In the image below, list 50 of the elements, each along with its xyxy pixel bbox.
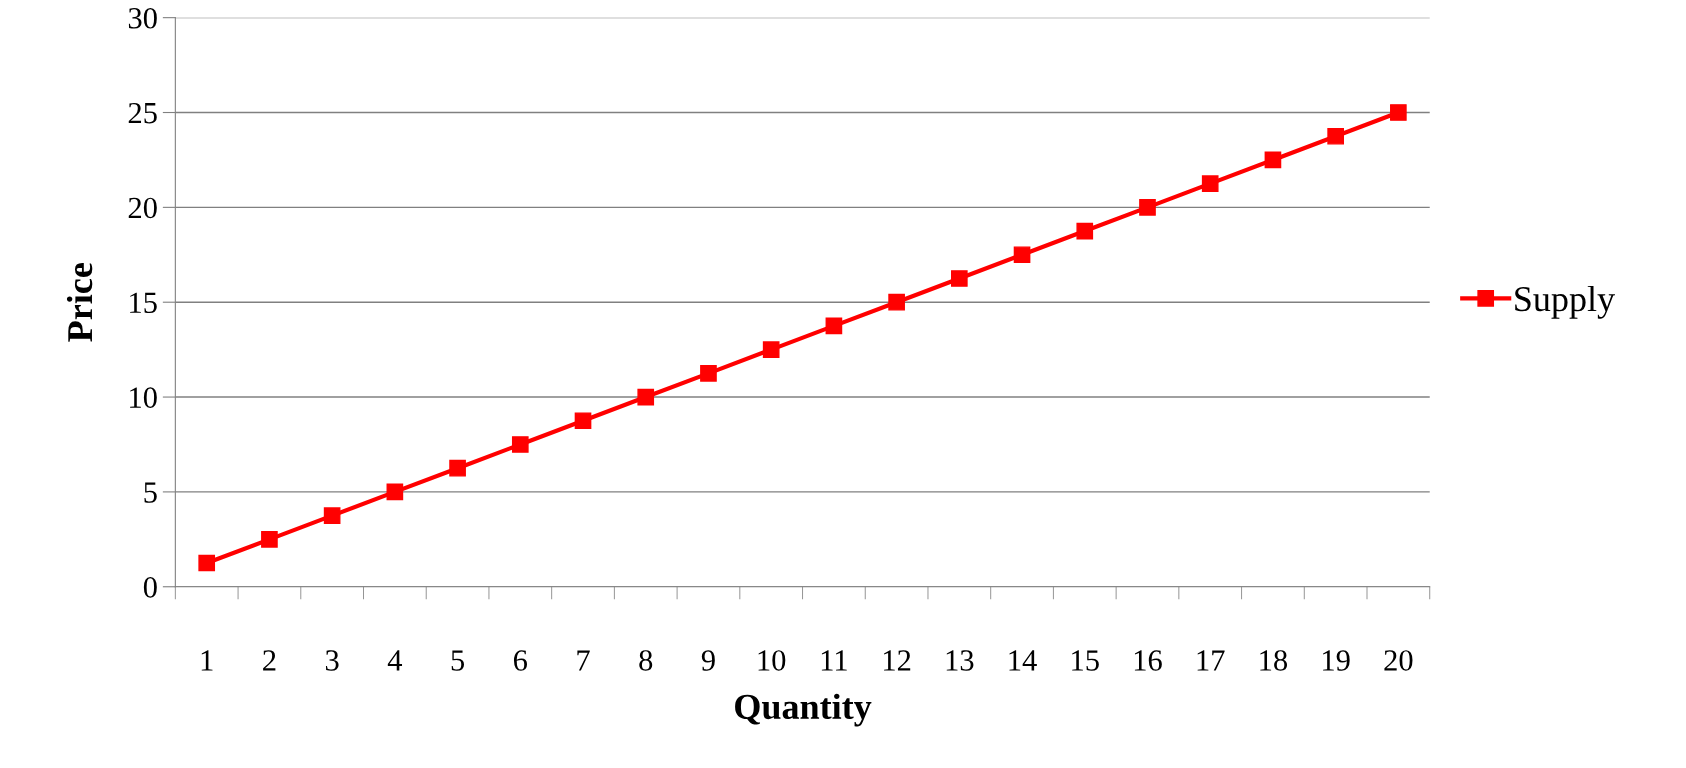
y-tick-label: 30: [128, 7, 157, 29]
x-axis-title: Quantity: [735, 693, 872, 727]
y-tick-label: 25: [128, 102, 157, 124]
point: [1327, 127, 1344, 145]
y-axis-title: Price: [66, 263, 93, 342]
point: [888, 293, 905, 311]
x-tick-label: 19: [1323, 650, 1350, 671]
x-tick-label: 10: [758, 650, 786, 671]
point: [261, 530, 278, 548]
point: [700, 365, 717, 382]
point: [1390, 104, 1407, 121]
point: [1076, 222, 1094, 240]
x-tick-label: 11: [821, 650, 847, 671]
x-tick-label: 12: [884, 650, 911, 671]
point: [950, 270, 968, 287]
x-tick-label: 18: [1260, 650, 1288, 671]
x-tick-label: 15: [1072, 650, 1099, 671]
y-tick-label: 10: [130, 387, 157, 408]
point: [1139, 199, 1156, 216]
x-tick-label: 20: [1384, 650, 1413, 671]
x-tick-label: 9: [701, 650, 715, 671]
x-tick-label: 4: [387, 650, 403, 671]
point: [574, 412, 592, 430]
point: [825, 317, 843, 335]
point: [762, 341, 780, 358]
y-tick-label: 0: [143, 577, 157, 598]
x-tick-label: 2: [263, 650, 276, 671]
point: [1264, 151, 1282, 169]
point: [511, 436, 529, 453]
point: [386, 483, 404, 501]
point: [323, 507, 341, 524]
x-tick-label: 1: [201, 650, 213, 671]
point: [1201, 175, 1219, 192]
x-tick-label: 13: [946, 650, 974, 671]
y-tick-label: 20: [128, 197, 157, 219]
x-tick-label: 16: [1134, 650, 1162, 671]
x-tick-label: 7: [577, 650, 590, 671]
x-tick-label: 6: [513, 650, 528, 671]
point: [198, 554, 216, 572]
legend-label: Supply: [1515, 285, 1615, 319]
point: [449, 459, 466, 477]
x-tick-label: 3: [325, 650, 339, 671]
x-tick-label: 5: [451, 650, 465, 671]
point: [1013, 246, 1031, 264]
y-tick-label: 5: [144, 482, 157, 503]
x-tick-label: 14: [1009, 650, 1037, 671]
x-tick-label: 8: [639, 650, 653, 671]
y-tick-label: 15: [130, 292, 157, 314]
point: [637, 388, 655, 406]
x-tick-label: 17: [1197, 650, 1225, 671]
